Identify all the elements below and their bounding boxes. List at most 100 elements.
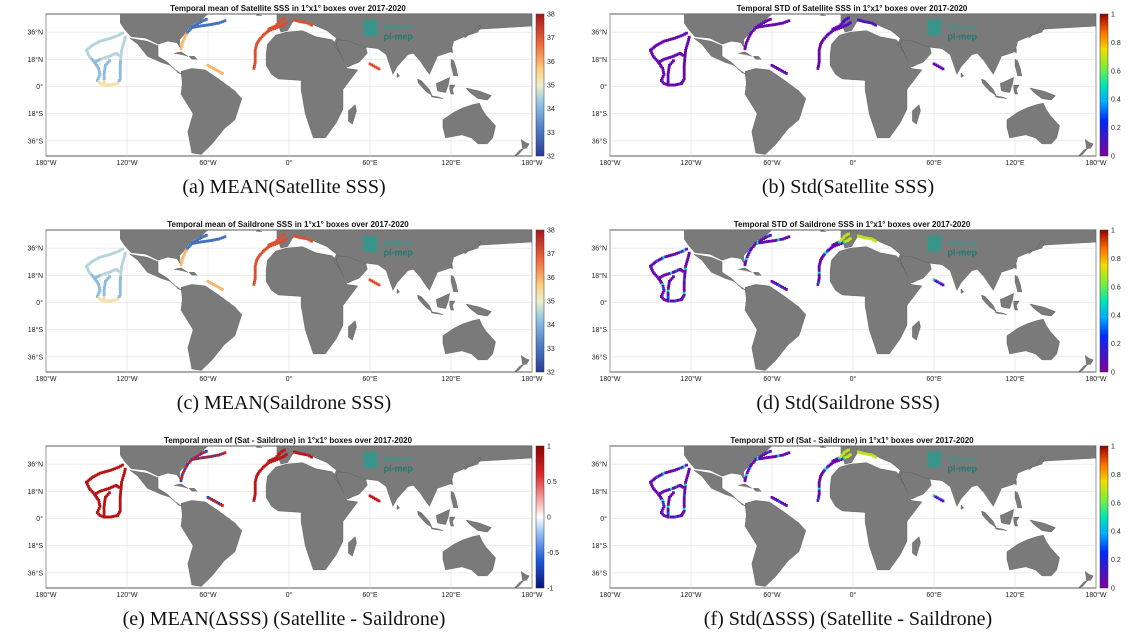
track-cell: [862, 20, 866, 23]
track-cell: [221, 452, 225, 455]
track-cell: [666, 507, 670, 510]
track-cell: [653, 488, 656, 492]
colorbar: [535, 13, 545, 157]
track-cell: [274, 240, 277, 244]
panel-title: Temporal mean of (Sat - Saildrone) in 1°…: [163, 436, 413, 445]
track-cell: [102, 56, 106, 60]
track-cell: [666, 77, 670, 81]
track-cell: [90, 489, 94, 493]
track-cell: [252, 67, 256, 70]
track-cell: [92, 43, 95, 47]
landmass-hispaniola: [188, 488, 198, 492]
track-cell: [278, 20, 281, 23]
lat-tick-label: 18°N: [27, 488, 43, 496]
track-cell: [744, 259, 748, 263]
track-cell: [278, 24, 282, 28]
track-cell: [746, 469, 750, 473]
landmass-sulawesi: [1013, 300, 1020, 311]
track-cell: [661, 75, 665, 78]
track-cell: [687, 253, 691, 257]
track-cell: [664, 57, 668, 61]
track-cell: [253, 272, 257, 276]
track-cell: [762, 24, 766, 28]
track-cell: [941, 283, 945, 287]
watermark-text-1: Saildrone: [384, 240, 414, 247]
track-cell: [105, 253, 109, 257]
track-cell: [102, 272, 106, 276]
track-cell: [115, 250, 119, 254]
track-cell: [96, 281, 99, 285]
track-cell: [104, 299, 108, 303]
landmass-nzSouth: [1078, 148, 1089, 156]
track-cell: [259, 36, 263, 40]
track-cell: [192, 241, 196, 245]
track-cell: [284, 453, 288, 456]
track-cell: [787, 451, 791, 455]
track-cell: [671, 469, 675, 473]
lat-tick-label: 18°N: [591, 272, 607, 280]
track-cell: [659, 257, 663, 261]
landmass-sriLanka: [396, 288, 400, 294]
lon-tick-label: 60°E: [926, 591, 942, 599]
track-cell: [198, 21, 201, 24]
map-panel-d: Saildrone pi-mep 36°N 18°N 0° 18°S 36°S 180°W 12…: [572, 220, 1124, 420]
track-cell: [119, 464, 123, 468]
track-cell: [683, 489, 687, 493]
track-cell: [783, 287, 786, 290]
track-cell: [764, 456, 768, 460]
track-cell: [111, 36, 115, 39]
track-cell: [122, 474, 125, 477]
track-cell: [657, 474, 661, 478]
track-cell: [90, 273, 94, 277]
track-cell: [756, 241, 760, 245]
track-cell: [219, 503, 222, 506]
lon-tick-label: 180°W: [599, 591, 620, 599]
track-cell: [841, 241, 844, 245]
track-cell: [253, 54, 257, 58]
track-cell: [253, 484, 257, 488]
track-cell: [120, 48, 123, 52]
track-cell: [120, 262, 124, 266]
track-cell: [831, 243, 835, 247]
landmass-newGuinea: [1029, 303, 1056, 317]
track-cell: [308, 454, 312, 458]
track-cell: [687, 35, 691, 39]
track-cell: [253, 486, 257, 490]
track-cell: [253, 48, 257, 52]
landmass-cuba: [174, 483, 188, 489]
track-cell: [123, 37, 127, 41]
track-cell: [201, 451, 205, 455]
lon-tick-label: 60°E: [362, 591, 378, 599]
track-cell: [683, 32, 687, 36]
track-cell: [112, 82, 116, 86]
map-panel-f: Saildrone pi-mep 36°N 18°N 0° 18°S 36°S 180°W 12…: [572, 436, 1124, 636]
track-cell: [687, 467, 691, 471]
colorbar-tick-label: 37: [547, 35, 555, 42]
track-cell: [103, 498, 107, 501]
track-cell: [221, 236, 225, 239]
landmass-taiwan: [1014, 264, 1017, 270]
track-cell: [209, 455, 213, 458]
track-cell: [682, 286, 686, 290]
track-cell: [866, 452, 870, 456]
track-cell: [662, 289, 666, 292]
track-cell: [189, 243, 192, 247]
panel-title: Temporal STD of Saildrone SSS in 1°x1° b…: [733, 220, 971, 229]
track-cell: [744, 473, 748, 477]
track-cell: [298, 236, 302, 239]
colorbar-tick-label: 0.4: [1111, 529, 1121, 536]
track-cell: [102, 73, 106, 76]
lon-tick-label: 0°: [850, 375, 857, 383]
track-cell: [668, 470, 671, 474]
track-cell: [835, 27, 839, 31]
track-cell: [686, 39, 690, 43]
track-cell: [119, 489, 123, 493]
track-cell: [839, 239, 843, 242]
track-cell: [657, 42, 661, 46]
track-cell: [758, 241, 762, 245]
track-cell: [874, 239, 877, 243]
track-cell: [279, 18, 283, 22]
track-cell: [932, 278, 936, 282]
track-cell: [205, 23, 209, 27]
track-cell: [253, 480, 257, 484]
